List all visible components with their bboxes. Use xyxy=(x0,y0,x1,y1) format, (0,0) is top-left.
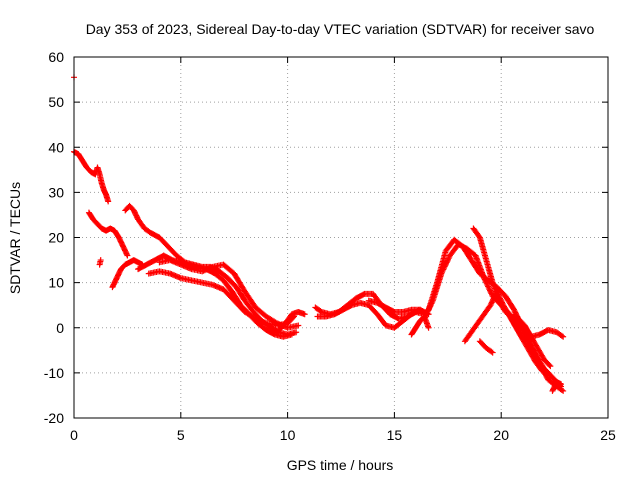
series-band-e xyxy=(276,308,308,334)
point-markers-outlier-2 xyxy=(96,257,104,268)
series-early-top xyxy=(71,148,112,205)
point-markers-early-low xyxy=(109,257,146,291)
series-early-mid xyxy=(85,209,131,259)
point-markers-evening-g xyxy=(549,378,565,394)
y-tick-label: 10 xyxy=(48,275,64,291)
series-evening-f xyxy=(511,317,567,340)
series-midday-c xyxy=(365,297,424,315)
y-tick-label: 40 xyxy=(48,139,64,155)
series-evening-g xyxy=(549,378,565,394)
series-outlier-2 xyxy=(96,257,104,268)
point-markers-evening-e xyxy=(476,338,496,356)
x-tick-label: 20 xyxy=(493,427,509,443)
y-tick-label: 50 xyxy=(48,94,64,110)
y-tick-label: -20 xyxy=(44,410,64,426)
chart-title: Day 353 of 2023, Sidereal Day-to-day VTE… xyxy=(86,21,595,37)
x-tick-label: 10 xyxy=(280,427,296,443)
point-markers-early-mid xyxy=(85,209,131,259)
ticks: 0 5 10 15 20 25 -20 -10 0 10 20 30 40 50 60 xyxy=(44,49,616,443)
point-markers-band-e xyxy=(276,308,308,334)
y-tick-label: -10 xyxy=(44,365,64,381)
y-tick-label: 20 xyxy=(48,230,64,246)
point-markers-evening-d xyxy=(470,225,554,370)
plot-data xyxy=(71,74,567,394)
y-axis-title: SDTVAR / TECUs xyxy=(7,182,23,294)
point-markers-early-top xyxy=(71,148,112,205)
series-evening-e xyxy=(476,338,496,356)
x-tick-label: 25 xyxy=(600,427,616,443)
x-axis-title: GPS time / hours xyxy=(287,457,394,473)
y-tick-label: 0 xyxy=(56,320,64,336)
x-tick-label: 15 xyxy=(387,427,403,443)
y-tick-label: 60 xyxy=(48,49,64,65)
y-tick-label: 30 xyxy=(48,184,64,200)
series-early-low xyxy=(109,257,146,291)
x-tick-label: 5 xyxy=(177,427,185,443)
x-tick-label: 0 xyxy=(70,427,78,443)
series-evening-d xyxy=(470,225,554,370)
point-markers-midday-c xyxy=(365,297,424,315)
point-markers-evening-f xyxy=(511,317,567,340)
